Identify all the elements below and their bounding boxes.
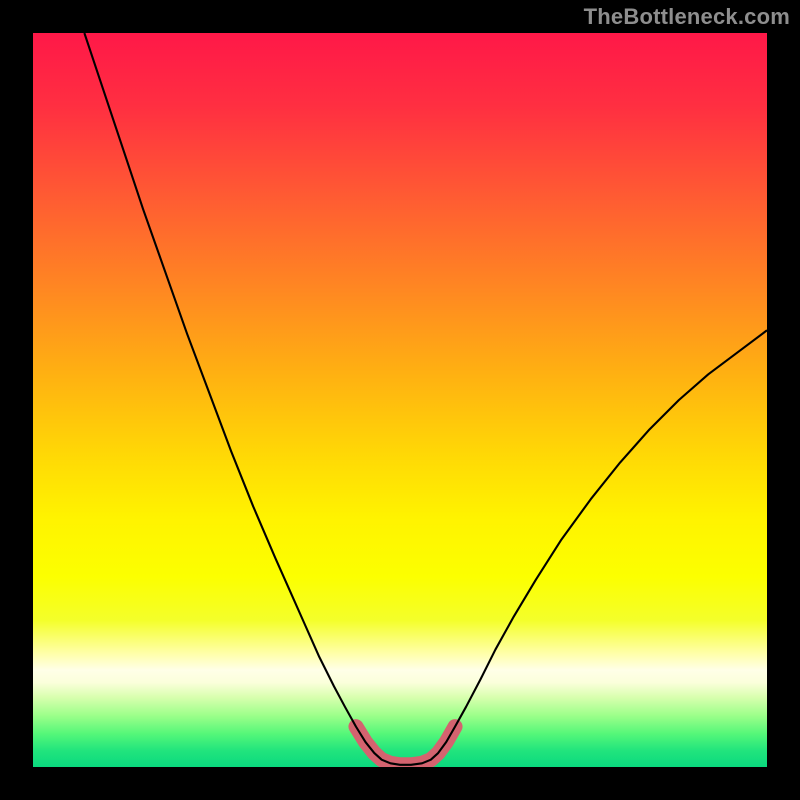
watermark-label: TheBottleneck.com — [584, 4, 790, 30]
chart-container: TheBottleneck.com — [0, 0, 800, 800]
bottleneck-chart — [0, 0, 800, 800]
gradient-background — [33, 33, 767, 767]
